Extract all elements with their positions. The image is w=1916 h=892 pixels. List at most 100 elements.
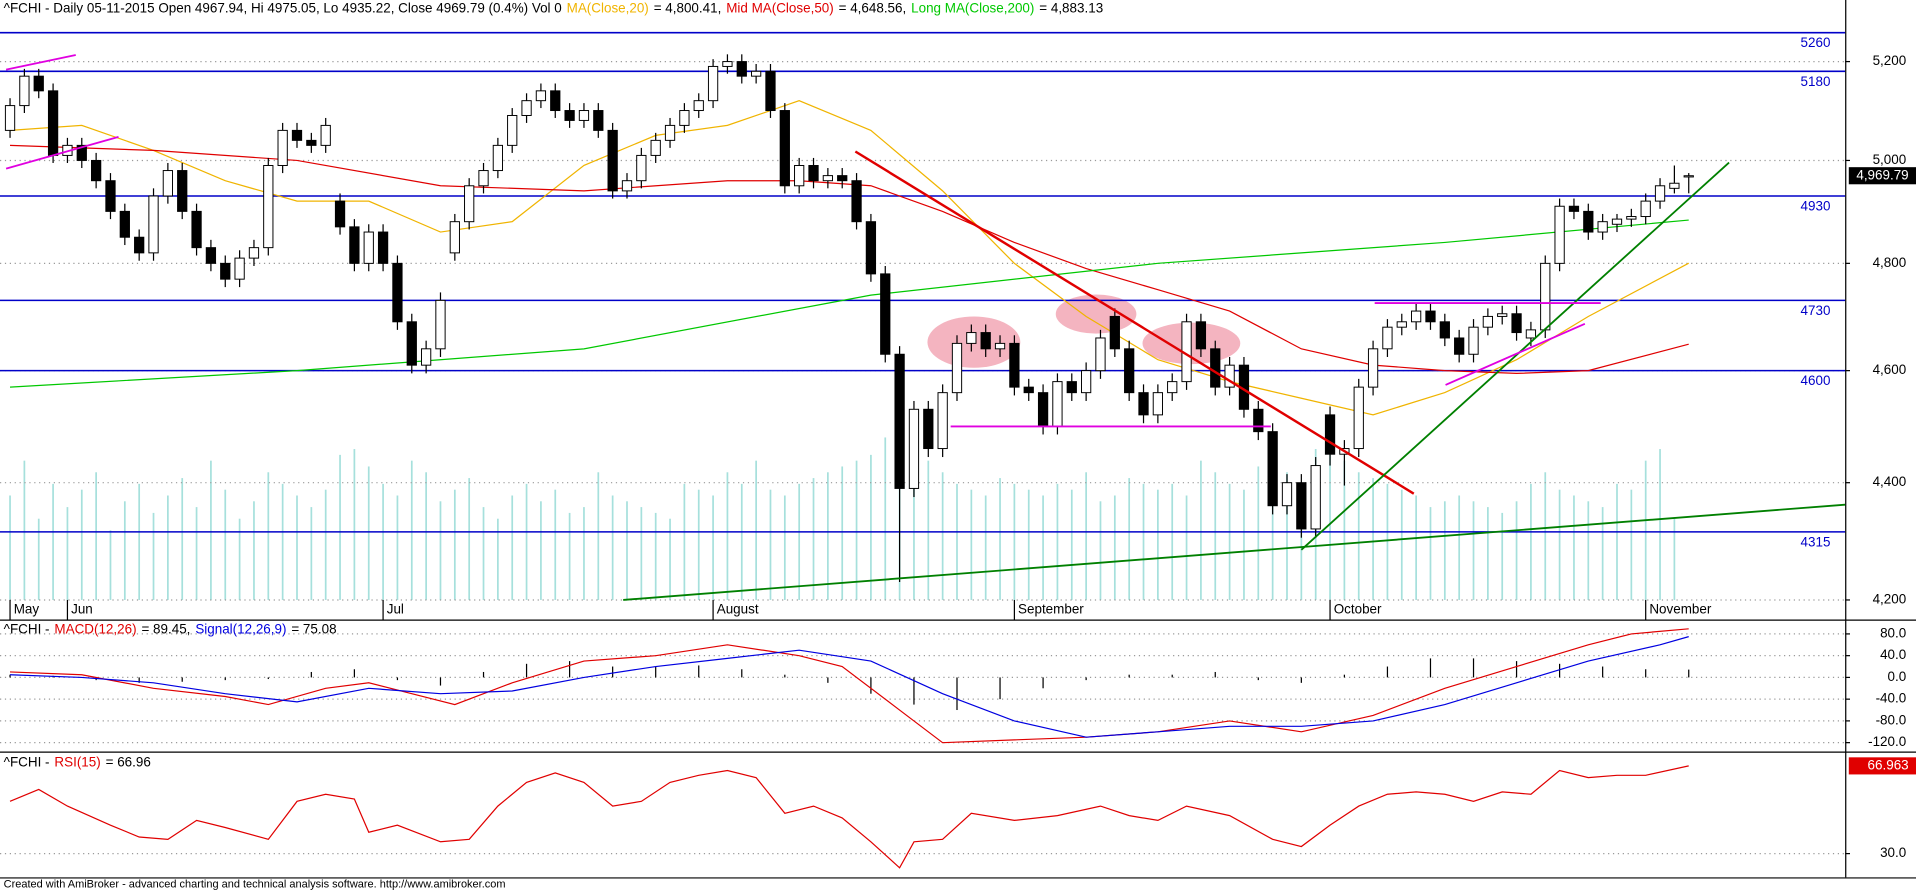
candle-body: [994, 342, 1006, 350]
candle-body: [162, 170, 174, 197]
series-line: [9, 636, 1689, 738]
candle-body: [191, 210, 202, 249]
y-tick-label: 4,400: [1873, 474, 1907, 489]
candle-body: [1324, 414, 1336, 455]
x-tick-label: October: [1334, 601, 1382, 616]
volume-bar: [238, 518, 241, 600]
x-tick-label: Jun: [71, 601, 93, 616]
volume-bar: [669, 518, 671, 600]
volume-bar: [1343, 460, 1346, 600]
volume-bar: [1400, 489, 1403, 600]
candle-body: [1626, 216, 1637, 220]
candle-body: [1210, 348, 1221, 388]
volume-bar: [1501, 512, 1504, 600]
volume-bar: [1185, 495, 1188, 600]
candle-body: [1468, 326, 1479, 355]
candle-body: [1224, 364, 1235, 388]
candle-body: [234, 257, 245, 280]
series-line: [9, 100, 1690, 416]
candle-body: [937, 392, 948, 450]
candle-body: [1482, 315, 1493, 328]
candle-body: [1640, 200, 1651, 218]
candle-body: [134, 236, 145, 254]
candle-body: [794, 165, 805, 187]
candle-body: [908, 408, 920, 489]
volume-bar: [1443, 501, 1446, 600]
x-tick-label: November: [1649, 601, 1712, 616]
volume-bar: [453, 489, 456, 600]
volume-bar: [511, 495, 514, 600]
header-title: ^FCHI - Daily 05-11-2015 Open 4967.94, H…: [4, 0, 562, 15]
volume-bar: [296, 495, 298, 600]
legend-value: = 75.08: [291, 621, 336, 636]
candle-body: [392, 262, 403, 323]
candle-body: [377, 231, 389, 264]
volume-bar: [1013, 483, 1016, 600]
volume-bar: [683, 483, 686, 600]
candle-body: [1080, 370, 1092, 394]
candle-body: [363, 231, 374, 264]
volume-bar: [769, 489, 772, 600]
volume-bar: [1659, 449, 1661, 600]
series-line: [9, 765, 1689, 869]
candle-body: [707, 65, 719, 102]
volume-bar: [540, 501, 542, 600]
volume-bar: [80, 489, 83, 600]
volume-bar: [123, 501, 126, 600]
trend-line: [854, 150, 1415, 495]
candle-body: [291, 129, 303, 141]
candle-body: [1267, 431, 1278, 507]
candle-body: [837, 175, 848, 182]
y-tick-label: 4,200: [1873, 592, 1907, 607]
volume-bar: [827, 472, 829, 600]
y-tick-label: 4,600: [1873, 362, 1907, 377]
candle-body: [507, 114, 518, 146]
candle-body: [1439, 321, 1450, 339]
pane-header: ^FCHI - Daily 05-11-2015 Open 4967.94, H…: [4, 0, 1104, 15]
candle-body: [750, 70, 762, 77]
volume-bar: [1085, 472, 1087, 600]
legend-name: RSI(15): [54, 754, 100, 769]
y-tick-label: 0.0: [1888, 669, 1907, 684]
level-label: 4315: [1801, 534, 1831, 549]
pane-header: ^FCHI - RSI(15) = 66.96: [4, 754, 151, 769]
legend-name: Long MA(Close,200): [911, 0, 1034, 15]
candle-body: [277, 129, 288, 166]
candle-body: [1023, 386, 1034, 394]
volume-bar: [841, 466, 844, 600]
candle-body: [1152, 392, 1163, 416]
candle-body: [607, 129, 618, 192]
candle-body: [1253, 408, 1264, 433]
candle-body: [736, 61, 747, 77]
volume-bar: [798, 483, 801, 600]
trend-line: [1300, 161, 1730, 551]
candle-body: [851, 180, 862, 223]
volume-bar: [1286, 472, 1288, 600]
x-tick-label: September: [1018, 601, 1084, 616]
trend-line: [623, 503, 1846, 601]
volume-bar: [1271, 460, 1274, 600]
volume-bar: [1357, 472, 1360, 600]
candle-body: [1597, 221, 1608, 233]
volume-bar: [1214, 472, 1217, 600]
candle-body: [765, 70, 776, 112]
volume-bar: [1630, 489, 1633, 600]
legend-name: Mid MA(Close,50): [726, 0, 834, 15]
volume-bar: [1415, 495, 1417, 600]
volume-bar: [1027, 489, 1030, 600]
volume-bar: [1070, 489, 1073, 600]
candle-body: [1611, 218, 1623, 225]
volume-bar: [1558, 489, 1561, 600]
x-tick-label: August: [717, 601, 759, 616]
volume-bar: [1200, 460, 1202, 600]
candle-body: [1367, 348, 1379, 388]
volume-bar: [109, 530, 112, 600]
candle-body: [779, 110, 790, 187]
candle-body: [177, 170, 188, 212]
header-title: ^FCHI -: [4, 754, 50, 769]
volume-bar: [1644, 460, 1647, 600]
candle-body: [47, 90, 59, 156]
candle-body: [621, 180, 633, 192]
x-tick-label: May: [14, 601, 40, 616]
